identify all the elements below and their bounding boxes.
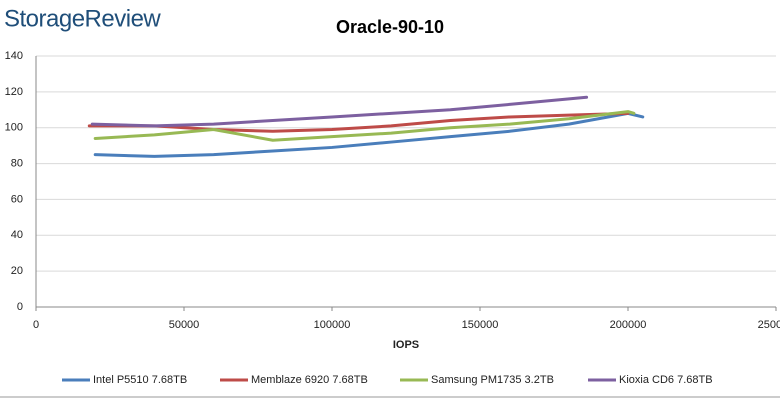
x-tick-label: 50000 — [169, 319, 200, 331]
x-tick-label: 0 — [33, 319, 39, 331]
y-tick-label: 120 — [5, 86, 23, 98]
y-tick-label: 60 — [11, 193, 23, 205]
legend-label: Kioxia CD6 7.68TB — [619, 374, 713, 386]
legend-label: Intel P5510 7.68TB — [93, 374, 187, 386]
logo: StorageReview — [4, 5, 161, 32]
y-tick-label: 20 — [11, 265, 23, 277]
y-tick-label: 140 — [5, 50, 23, 62]
series-line — [90, 95, 589, 128]
series-line — [93, 111, 645, 158]
x-axis-label: IOPS — [393, 339, 419, 351]
y-tick-label: 100 — [5, 122, 23, 134]
y-tick-label: 0 — [17, 301, 23, 313]
chart-title: Oracle-90-10 — [336, 17, 444, 37]
legend-label: Samsung PM1735 3.2TB — [431, 374, 554, 386]
x-tick-label: 200000 — [610, 319, 647, 331]
y-tick-label: 40 — [11, 229, 23, 241]
series-line — [87, 111, 630, 133]
x-tick-label: 150000 — [462, 319, 499, 331]
series-line — [93, 110, 636, 142]
x-tick-label: 250000 — [758, 319, 780, 331]
legend-label: Memblaze 6920 7.68TB — [251, 374, 368, 386]
y-tick-label: 80 — [11, 157, 23, 169]
x-tick-label: 100000 — [314, 319, 351, 331]
